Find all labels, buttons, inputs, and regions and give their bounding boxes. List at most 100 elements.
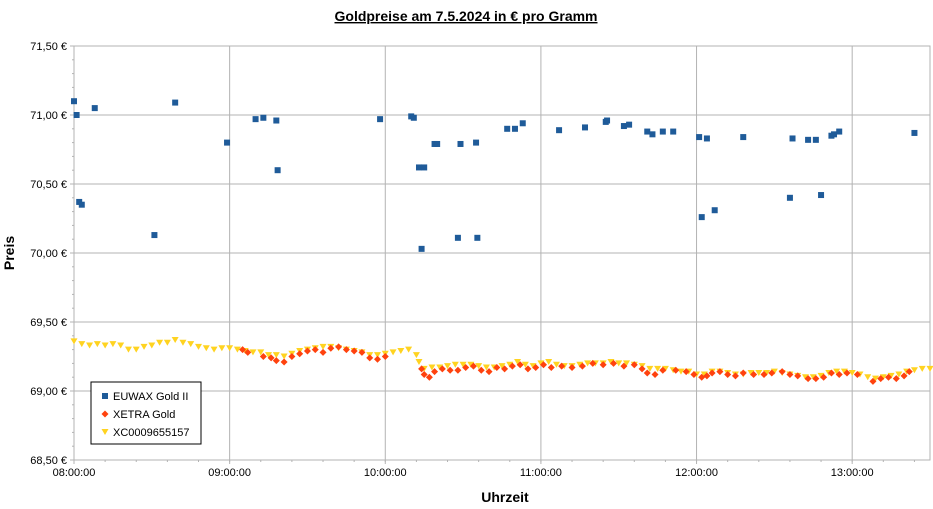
data-point	[202, 345, 210, 352]
data-point	[521, 361, 529, 368]
data-point	[415, 359, 423, 366]
data-point	[620, 362, 628, 370]
data-point	[249, 349, 257, 356]
legend-entry: XC0009655157	[113, 427, 189, 439]
data-point	[428, 364, 436, 371]
data-point	[905, 368, 913, 376]
data-point	[438, 365, 446, 373]
data-point	[265, 352, 273, 359]
data-point	[556, 127, 563, 134]
data-point	[444, 363, 452, 370]
data-point	[794, 372, 802, 380]
data-point	[459, 361, 467, 368]
data-point	[604, 117, 611, 124]
data-point	[672, 366, 680, 374]
data-point	[519, 120, 526, 127]
data-point	[73, 112, 80, 118]
data-point	[739, 369, 747, 377]
data-point	[474, 234, 481, 241]
data-point	[926, 365, 933, 372]
data-point	[179, 339, 187, 346]
data-point	[485, 368, 493, 376]
data-point	[682, 368, 690, 376]
data-point	[418, 365, 426, 373]
data-point	[812, 136, 819, 143]
data-point	[651, 370, 659, 378]
data-point	[172, 99, 179, 106]
data-point	[532, 364, 540, 372]
data-point	[473, 139, 480, 146]
data-point	[272, 357, 280, 365]
data-point	[421, 164, 428, 171]
data-point	[630, 361, 638, 369]
data-point	[101, 342, 109, 349]
data-point	[770, 368, 778, 375]
data-point	[786, 370, 794, 378]
data-point	[501, 365, 509, 373]
data-point	[910, 367, 918, 374]
y-tick-label: 71,50 €	[30, 41, 67, 53]
data-point	[786, 194, 793, 201]
data-point	[654, 365, 662, 372]
data-point	[319, 348, 327, 356]
data-point	[163, 339, 171, 346]
data-point	[626, 121, 633, 128]
data-point	[731, 372, 739, 380]
data-point	[801, 374, 809, 381]
y-axis-label: Preis	[1, 236, 17, 270]
data-point	[843, 369, 851, 377]
data-point	[311, 346, 319, 354]
data-point	[833, 368, 841, 375]
data-point	[698, 214, 705, 221]
data-point	[210, 346, 218, 353]
y-tick-label: 70,50 €	[30, 179, 67, 191]
data-point	[763, 370, 771, 377]
data-point	[462, 364, 470, 372]
data-point	[615, 360, 623, 367]
data-point	[397, 347, 405, 354]
data-point	[70, 338, 78, 345]
data-point	[690, 370, 698, 378]
data-point	[415, 164, 422, 171]
data-point	[358, 348, 366, 356]
y-tick-label: 68,50 €	[30, 455, 67, 467]
x-tick-label: 13:00:00	[831, 467, 874, 479]
data-point	[436, 364, 444, 371]
data-point	[514, 359, 522, 366]
data-point	[895, 371, 903, 378]
data-point	[599, 361, 607, 369]
data-point	[760, 370, 768, 378]
data-point	[578, 362, 586, 370]
data-point	[703, 372, 711, 380]
data-point	[708, 369, 716, 377]
data-point	[457, 140, 464, 147]
data-point	[434, 140, 441, 147]
data-point	[900, 372, 908, 380]
data-point	[148, 342, 156, 349]
data-point	[576, 361, 584, 368]
data-point	[696, 134, 703, 141]
x-tick-label: 10:00:00	[364, 467, 407, 479]
data-point	[410, 114, 417, 121]
data-point	[244, 348, 252, 356]
data-point	[467, 361, 475, 368]
legend-entry: EUWAX Gold II	[113, 391, 188, 403]
data-point	[71, 98, 77, 105]
data-point	[584, 360, 592, 367]
data-point	[418, 245, 425, 252]
data-point	[818, 192, 825, 199]
data-point	[537, 360, 545, 367]
data-point	[646, 365, 654, 372]
data-point	[504, 125, 511, 132]
data-point	[303, 347, 311, 355]
data-point	[109, 341, 117, 348]
data-point	[918, 365, 926, 372]
data-point	[86, 342, 94, 349]
data-point	[319, 343, 327, 350]
series-2	[70, 336, 933, 382]
data-point	[78, 201, 85, 208]
data-point	[377, 116, 384, 123]
data-point	[224, 139, 231, 146]
data-point	[498, 363, 506, 370]
y-tick-label: 69,00 €	[30, 386, 67, 398]
